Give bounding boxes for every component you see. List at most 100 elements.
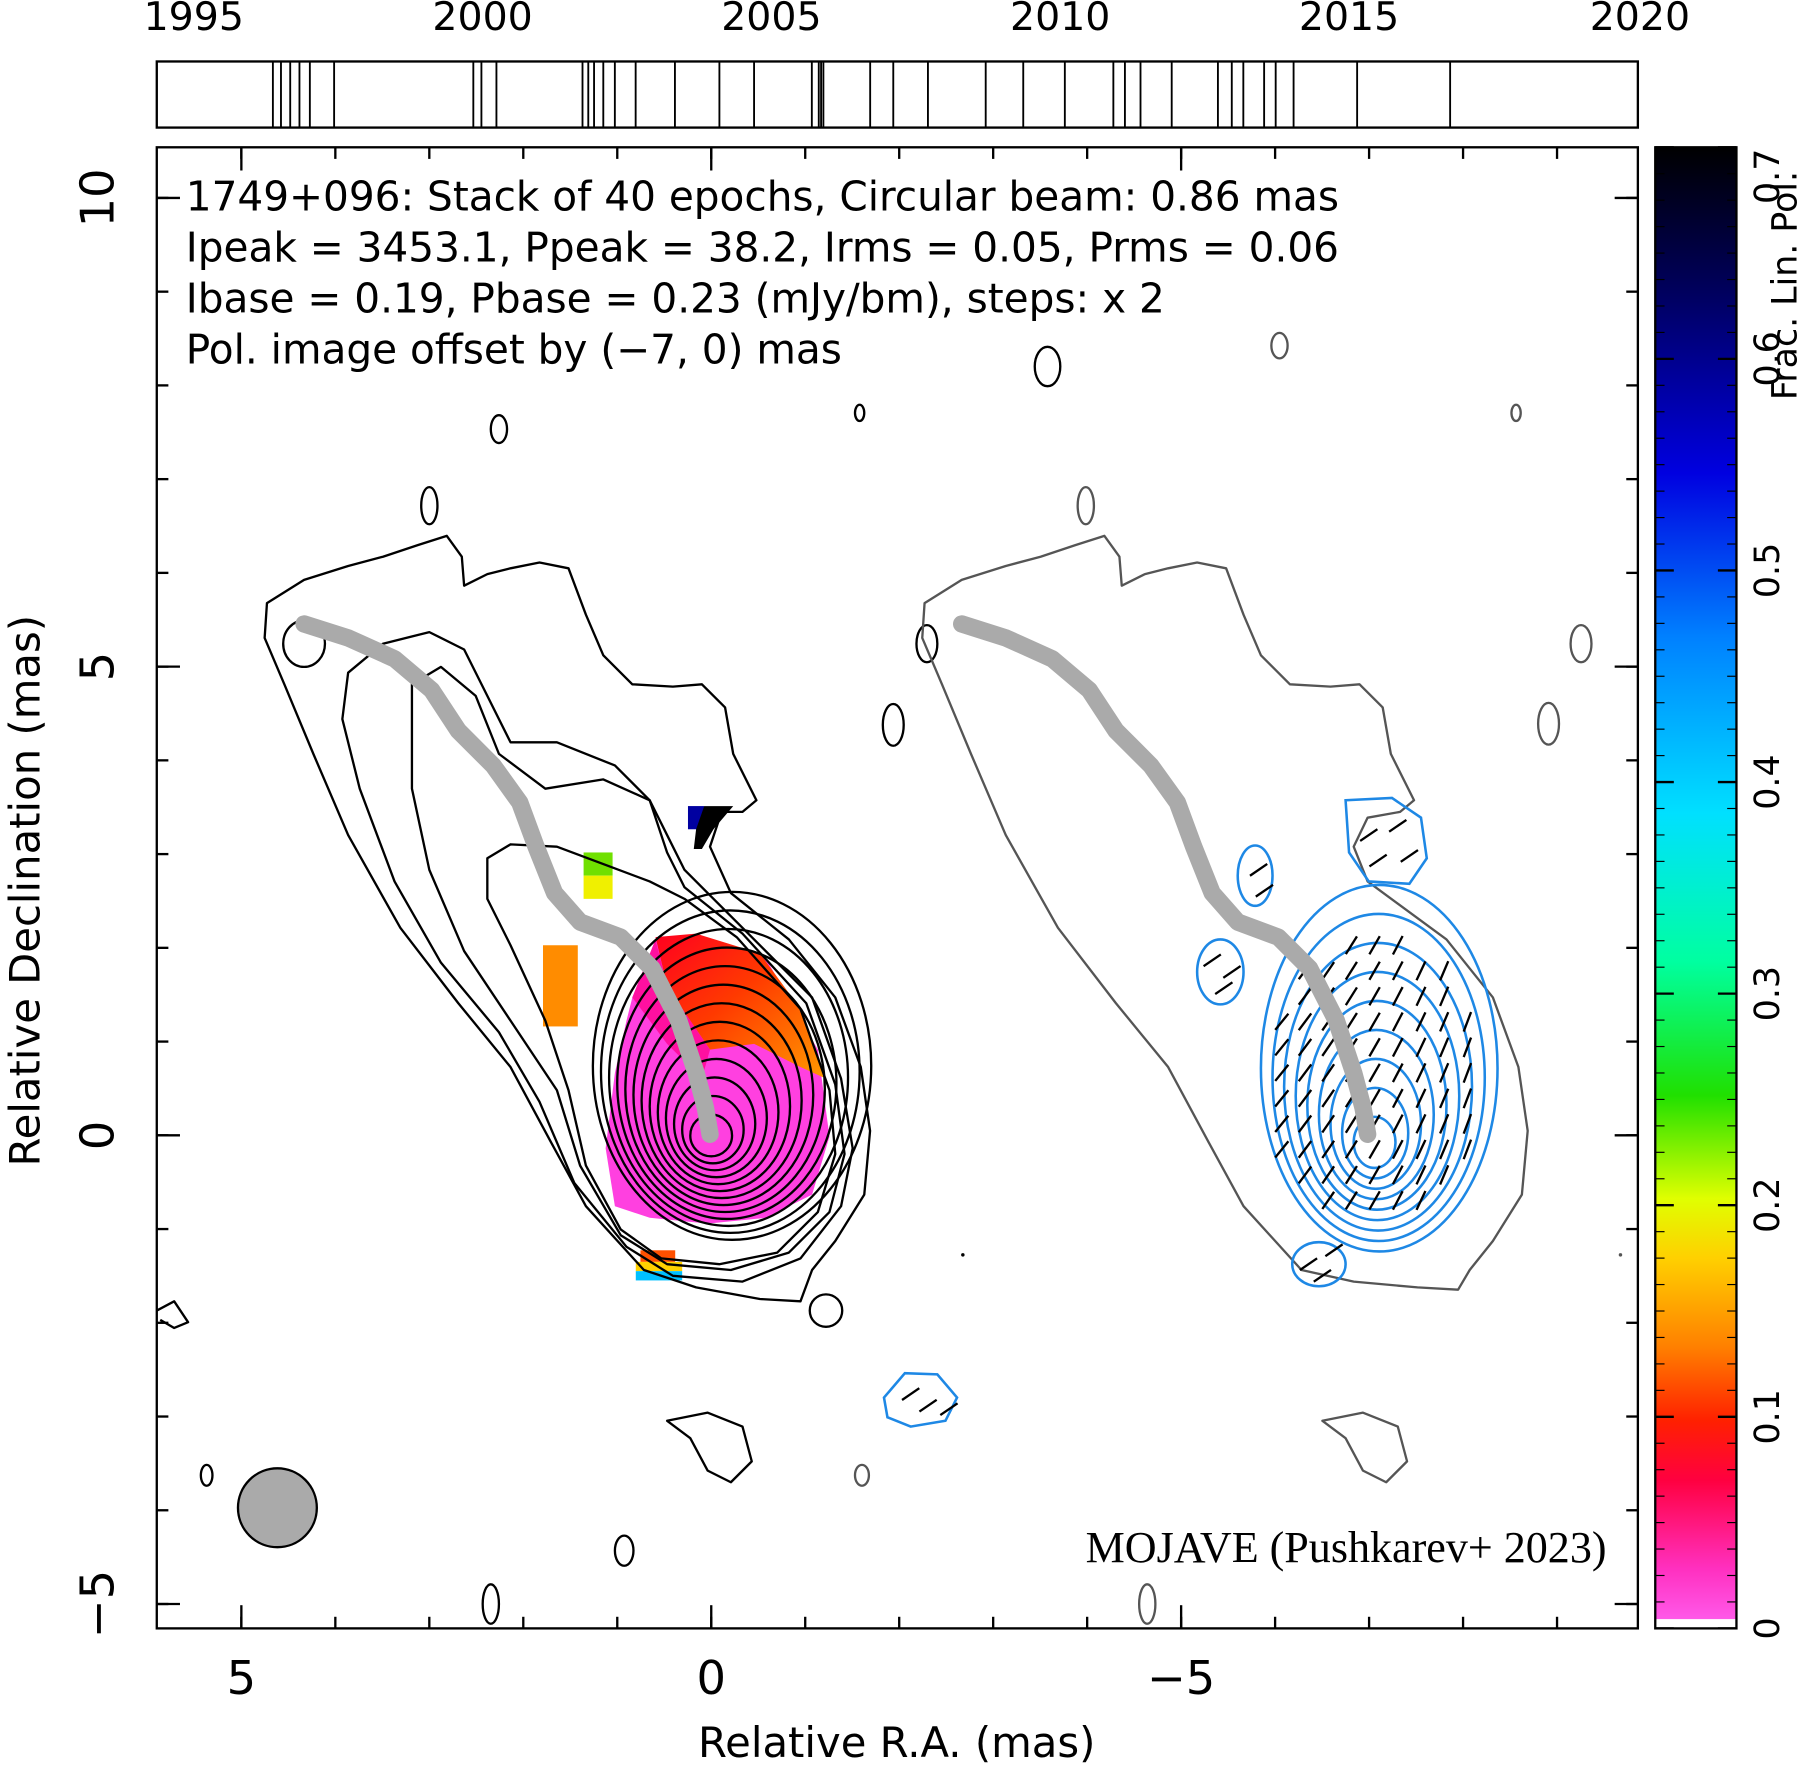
contour (607, 927, 850, 1228)
evpa-stick (1321, 1165, 1336, 1185)
contour (1033, 345, 1062, 388)
evpa-stick (1274, 1012, 1290, 1031)
evpa-stick (1249, 863, 1268, 877)
evpa-stick (1415, 1164, 1427, 1185)
evpa-stick (1439, 1037, 1450, 1058)
inner-contours (591, 890, 873, 1242)
contour (489, 414, 509, 445)
colorbar-tick-label: 0.5 (1748, 543, 1788, 598)
evpa-stick (1255, 883, 1274, 898)
evpa-stick (1388, 818, 1408, 833)
evpa-stick (1274, 1140, 1290, 1159)
evpa-stick (1359, 828, 1379, 842)
contour (665, 1411, 753, 1484)
x-tick-label: 0 (696, 1651, 726, 1705)
fpol-patch (583, 875, 613, 899)
contour (199, 1463, 214, 1487)
colorbar-tick-label: 0.2 (1748, 1178, 1788, 1233)
fpol-patch (693, 806, 734, 849)
image-layer (156, 331, 1623, 1625)
y-axis-label: Relative Declination (mas) (1, 615, 50, 1167)
noise-dot (961, 1253, 965, 1257)
evpa-stick (1299, 1257, 1318, 1272)
contour (881, 702, 905, 747)
evpa-stick (1274, 1063, 1290, 1082)
contour (921, 534, 1529, 1291)
islands (156, 331, 1593, 1625)
colorbar-tick-label: 0.7 (1748, 149, 1788, 204)
evpa-stick (1439, 1113, 1450, 1134)
evpa-stick (1439, 1164, 1450, 1185)
axes: 5 0 −5 −5 0 5 10 1995 2000 2005 2010 2015 2020 0 0.1 0.… (71, 0, 1788, 1705)
evpa-stick (1297, 1165, 1313, 1184)
titles: 1749+096: Stack of 40 epochs, Circular b… (1, 171, 1806, 1767)
evpa-stick (1391, 960, 1404, 981)
evpa-stick (1439, 1139, 1450, 1160)
contour (263, 534, 872, 1303)
evpa-stick (1368, 1037, 1381, 1057)
contour (1321, 1411, 1409, 1484)
evpa-stick (1321, 1038, 1336, 1057)
evpa-stick (1344, 986, 1358, 1006)
evpa-stick (1313, 1268, 1332, 1283)
pol-contours (882, 796, 1499, 1428)
evpa-stick (1415, 1011, 1427, 1032)
x-axis-label: Relative R.A. (mas) (698, 1718, 1095, 1767)
pol-contour (1236, 844, 1274, 908)
evpa-stick (1297, 1038, 1313, 1057)
evpa-stick (1344, 1114, 1358, 1134)
y-tick-label: 5 (71, 652, 125, 682)
pol-contour (1340, 1086, 1410, 1180)
evpa-stick (1321, 1089, 1336, 1108)
evpa-stick (1321, 1140, 1336, 1159)
contour (341, 630, 854, 1283)
colorbar-tick-label: 0.1 (1748, 1389, 1788, 1444)
colorbar-base (1655, 1619, 1737, 1629)
contour (853, 1463, 871, 1487)
evpa-stick (1202, 953, 1222, 968)
evpa-stick (1321, 1063, 1336, 1083)
contour (915, 623, 939, 664)
evpa-stick (1462, 1062, 1473, 1084)
contour (1270, 331, 1289, 360)
pol-contour (1294, 970, 1461, 1222)
contour (624, 964, 826, 1214)
y-tick-label: 0 (71, 1121, 125, 1151)
evpa-stick (1462, 1011, 1473, 1032)
timeline-tick-label: 2020 (1590, 0, 1690, 40)
title-line: Ipeak = 3453.1, Ppeak = 38.2, Irms = 0.0… (186, 224, 1339, 272)
evpa-stick (1391, 1063, 1404, 1083)
evpa-stick (1274, 1038, 1290, 1057)
contour (640, 1002, 803, 1200)
evpa-stick (1297, 1114, 1313, 1133)
evpa-stick (1415, 1113, 1427, 1134)
timeline-tick-label: 1995 (144, 0, 244, 40)
contour (1536, 701, 1561, 746)
contour (156, 1300, 190, 1330)
contour (664, 1057, 769, 1179)
pol-contour (1195, 938, 1245, 1006)
evpa-stick (1368, 961, 1381, 981)
y-tick-label: 10 (71, 168, 125, 227)
evpa-stick (1439, 986, 1450, 1007)
evpa-stick (1391, 1139, 1404, 1160)
fpol-patch (583, 852, 613, 876)
title-line: Ibase = 0.19, Pbase = 0.23 (mJy/bm), ste… (186, 275, 1165, 323)
contour (656, 1039, 780, 1186)
evpa-stick (1415, 1190, 1427, 1211)
contour (410, 665, 846, 1272)
evpa-stick (1391, 935, 1404, 956)
timeline-tick-label: 2015 (1299, 0, 1399, 40)
annotation: Pol. image offset by (−7, 0) mas (186, 326, 842, 374)
evpa-stick (1368, 853, 1388, 868)
evpa-stick (939, 1402, 959, 1417)
contour (481, 1583, 501, 1625)
evpa-stick (901, 1387, 920, 1401)
evpa-stick (1368, 935, 1381, 955)
timeline-frame (155, 60, 1640, 129)
evpa-stick (1462, 1113, 1473, 1135)
timeline-tick-label: 2005 (721, 0, 821, 40)
evpa-stick (1415, 960, 1427, 981)
contour (672, 1076, 757, 1172)
